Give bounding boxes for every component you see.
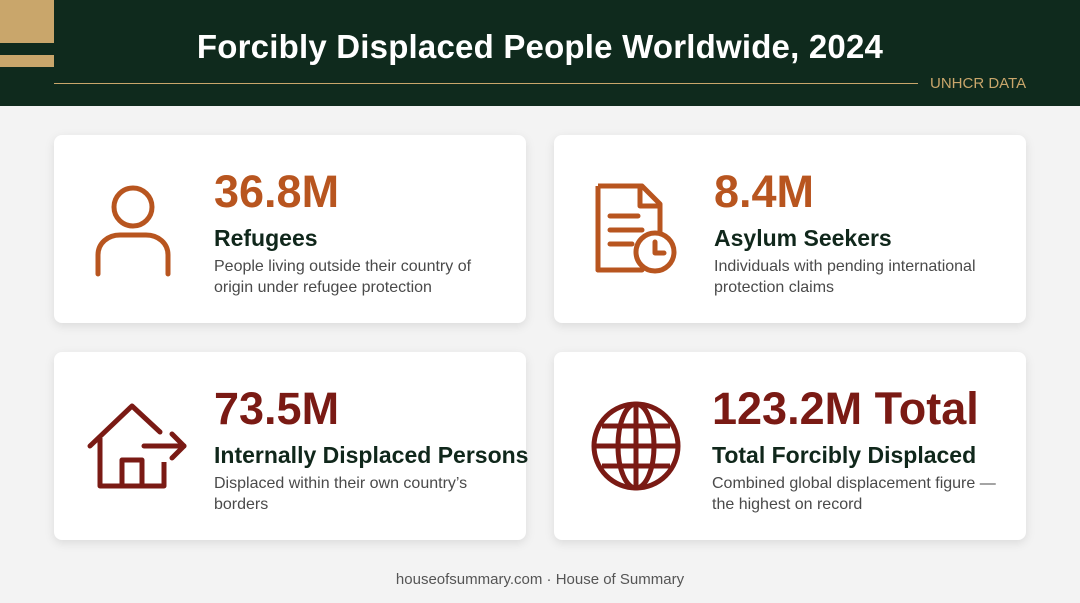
stat-description: Combined global displacement figure — th…: [712, 475, 996, 513]
stat-description: Individuals with pending international p…: [714, 258, 976, 296]
stat-value: 73.5M: [214, 383, 340, 434]
header-divider: [54, 83, 918, 84]
stat-description: People living outside their country of o…: [214, 258, 472, 296]
stat-card-asylum-seekers: 8.4M Asylum Seekers Individuals with pen…: [554, 135, 1026, 323]
stat-label: Asylum Seekers: [714, 225, 892, 251]
decorative-gold-bar: [0, 55, 54, 67]
house-arrow-icon: [86, 402, 190, 495]
header-banner: Forcibly Displaced People Worldwide, 202…: [0, 0, 1080, 106]
stat-card-refugees: 36.8M Refugees People living outside the…: [54, 135, 526, 323]
globe-icon: [590, 400, 682, 497]
stat-label: Refugees: [214, 225, 318, 251]
page-title: Forcibly Displaced People Worldwide, 202…: [196, 28, 884, 65]
stat-value: 123.2M Total: [712, 383, 979, 434]
stat-label: Internally Displaced Persons: [214, 442, 529, 468]
stat-card-internally-displaced: 73.5M Internally Displaced Persons Displ…: [54, 352, 529, 540]
footer-credit: houseofsummary.com · House of Summary: [395, 571, 685, 588]
document-clock-icon: [592, 182, 680, 281]
stat-value: 8.4M: [714, 166, 815, 217]
stat-value: 36.8M: [214, 166, 340, 217]
stat-card-total-displaced: 123.2M Total Total Forcibly Displaced Co…: [554, 352, 1026, 540]
stat-description: Displaced within their own country’s bor…: [214, 475, 468, 513]
person-icon: [94, 185, 172, 282]
source-tag: UNHCR DATA: [930, 75, 1027, 92]
stat-label: Total Forcibly Displaced: [712, 442, 977, 468]
decorative-gold-block: [0, 0, 54, 43]
